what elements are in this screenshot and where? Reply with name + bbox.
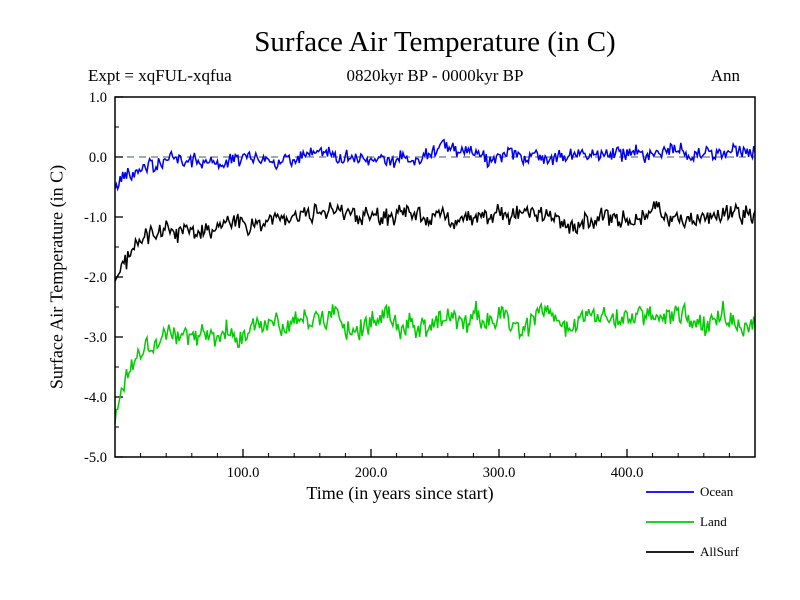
y-tick-label: -2.0: [84, 270, 107, 286]
x-tick-label: 100.0: [227, 465, 260, 481]
legend-label: AllSurf: [700, 544, 740, 559]
series-line-AllSurf: [114, 201, 756, 282]
x-tick-label: 200.0: [355, 465, 388, 481]
season-label: Ann: [710, 66, 740, 85]
y-tick-label: -3.0: [84, 330, 107, 346]
x-tick-label: 300.0: [483, 465, 516, 481]
plot-border: [114, 96, 756, 458]
legend-label: Land: [700, 514, 727, 529]
y-tick-label: -1.0: [84, 210, 107, 226]
x-axis-title: Time (in years since start): [306, 483, 494, 503]
experiment-label: Expt = xqFUL-xqfua: [88, 66, 232, 85]
y-tick-label: -5.0: [84, 450, 107, 466]
series-line-Land: [114, 300, 756, 424]
y-tick-label: 1.0: [89, 90, 107, 106]
legend-label: Ocean: [700, 484, 734, 499]
y-tick-label: -4.0: [84, 390, 107, 406]
series-line-Ocean: [114, 138, 756, 192]
x-tick-label: 400.0: [611, 465, 644, 481]
date-range-label: 0820kyr BP - 0000kyr BP: [346, 66, 524, 85]
chart-title: Surface Air Temperature (in C): [254, 26, 616, 58]
y-tick-label: 0.0: [89, 150, 107, 166]
